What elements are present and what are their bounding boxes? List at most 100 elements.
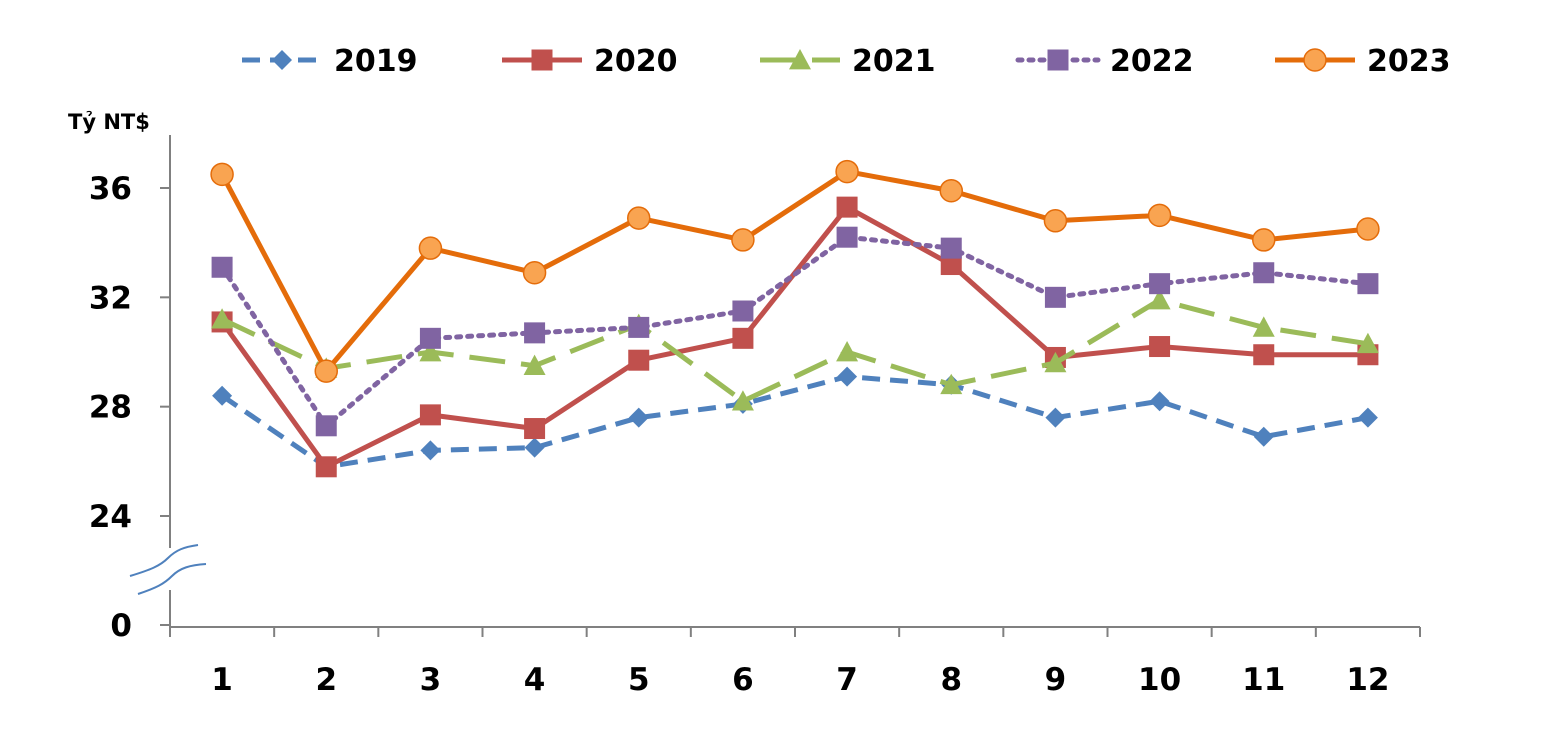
data-point-2022 xyxy=(1253,262,1275,284)
data-point-2023 xyxy=(939,178,963,203)
data-point-2019 xyxy=(524,437,545,458)
x-tick-label: 11 xyxy=(1242,662,1285,698)
data-point-2022 xyxy=(628,316,650,338)
data-point-2021 xyxy=(940,373,963,395)
series-line-2020 xyxy=(220,204,1368,470)
data-point-2021 xyxy=(731,390,754,411)
series-line-2022 xyxy=(219,234,1371,429)
legend: 2019 2020 2021 2022 2023 xyxy=(242,44,1451,79)
x-tick-label: 1 xyxy=(211,662,233,698)
x-tick-label: 5 xyxy=(628,662,650,698)
legend-label: 2023 xyxy=(1367,44,1451,79)
data-point-2019 xyxy=(1149,391,1170,412)
data-point-2019 xyxy=(1253,426,1274,447)
data-point-2023 xyxy=(418,236,443,260)
y-tick-label: 24 xyxy=(89,499,132,535)
data-point-2021 xyxy=(419,341,442,362)
series-line-2019 xyxy=(220,374,1369,470)
data-point-2023 xyxy=(1147,203,1172,228)
data-point-2023 xyxy=(1252,228,1276,252)
legend-item-2023: 2023 xyxy=(1275,44,1451,79)
y-tick-label: 28 xyxy=(89,390,132,426)
data-point-2019 xyxy=(212,385,233,406)
data-point-2020 xyxy=(419,404,441,426)
data-point-2021 xyxy=(1044,351,1067,373)
data-point-2019 xyxy=(628,407,649,428)
data-point-2020 xyxy=(732,327,754,349)
data-point-2021 xyxy=(523,354,546,376)
y-tick-label: 36 xyxy=(89,171,132,207)
data-point-2023 xyxy=(522,260,547,285)
data-point-2022 xyxy=(211,256,233,278)
legend-label: 2021 xyxy=(852,44,936,79)
data-point-2022 xyxy=(1357,273,1379,295)
series-line-2021 xyxy=(221,297,1369,404)
series-group xyxy=(210,159,1380,478)
legend-label: 2020 xyxy=(594,44,678,79)
data-point-2023 xyxy=(314,359,338,383)
axis-break-curve-lower xyxy=(137,563,207,595)
data-point-2020 xyxy=(524,418,546,440)
data-point-2019 xyxy=(1357,407,1378,428)
data-point-2022 xyxy=(315,415,337,437)
legend-marker xyxy=(1047,49,1069,71)
legend-item-2020: 2020 xyxy=(502,44,678,79)
data-point-2020 xyxy=(628,349,650,371)
axis-break-symbol xyxy=(129,544,207,595)
legend-marker xyxy=(1303,48,1327,72)
x-tick-label: 9 xyxy=(1045,662,1067,698)
x-tick-label: 6 xyxy=(732,662,754,698)
data-point-2019 xyxy=(420,440,441,461)
data-point-2022 xyxy=(1044,286,1066,308)
x-tick-label: 8 xyxy=(940,662,962,698)
data-point-2022 xyxy=(732,300,754,322)
x-tick-label: 2 xyxy=(315,662,337,698)
series-2023 xyxy=(210,159,1380,383)
x-tick-label: 7 xyxy=(836,662,858,698)
data-point-2022 xyxy=(836,226,858,248)
legend-label: 2019 xyxy=(334,44,418,79)
y-unit-label: Tỷ NT$ xyxy=(68,110,150,134)
data-point-2023 xyxy=(210,162,234,187)
axis-break-curve-upper xyxy=(129,544,199,577)
data-point-2021 xyxy=(1356,332,1379,354)
x-tick-label: 4 xyxy=(524,662,546,698)
data-point-2020 xyxy=(1253,344,1275,366)
legend-marker xyxy=(531,49,553,71)
x-tick-label: 3 xyxy=(420,662,442,698)
y-tick-label: 0 xyxy=(110,608,132,644)
legend-label: 2022 xyxy=(1110,44,1194,79)
legend-item-2022: 2022 xyxy=(1015,44,1194,79)
series-2022 xyxy=(211,226,1379,437)
y-tick-label: 32 xyxy=(89,280,132,316)
data-point-2022 xyxy=(940,237,962,259)
data-point-2020 xyxy=(836,196,858,218)
data-point-2022 xyxy=(419,327,441,349)
data-point-2023 xyxy=(1356,217,1380,241)
data-point-2022 xyxy=(1149,273,1171,295)
data-point-2021 xyxy=(836,341,859,362)
legend-marker xyxy=(789,49,811,70)
data-point-2020 xyxy=(315,456,337,478)
legend-item-2019: 2019 xyxy=(242,44,418,79)
data-point-2021 xyxy=(1252,316,1275,337)
series-2019 xyxy=(212,366,1378,477)
legend-item-2021: 2021 xyxy=(760,44,936,79)
x-tick-label: 10 xyxy=(1138,662,1181,698)
data-point-2023 xyxy=(1043,209,1068,233)
legend-marker xyxy=(272,50,292,70)
x-tick-label: 12 xyxy=(1346,662,1389,698)
series-line-2023 xyxy=(219,169,1369,374)
data-point-2022 xyxy=(524,322,546,344)
data-point-2019 xyxy=(837,366,858,387)
series-2020 xyxy=(211,196,1379,478)
data-point-2020 xyxy=(1149,336,1171,358)
data-point-2019 xyxy=(1045,407,1066,428)
data-point-2021 xyxy=(211,308,234,329)
data-point-2021 xyxy=(1148,289,1171,310)
data-point-2023 xyxy=(731,228,755,252)
data-point-2023 xyxy=(627,206,651,230)
